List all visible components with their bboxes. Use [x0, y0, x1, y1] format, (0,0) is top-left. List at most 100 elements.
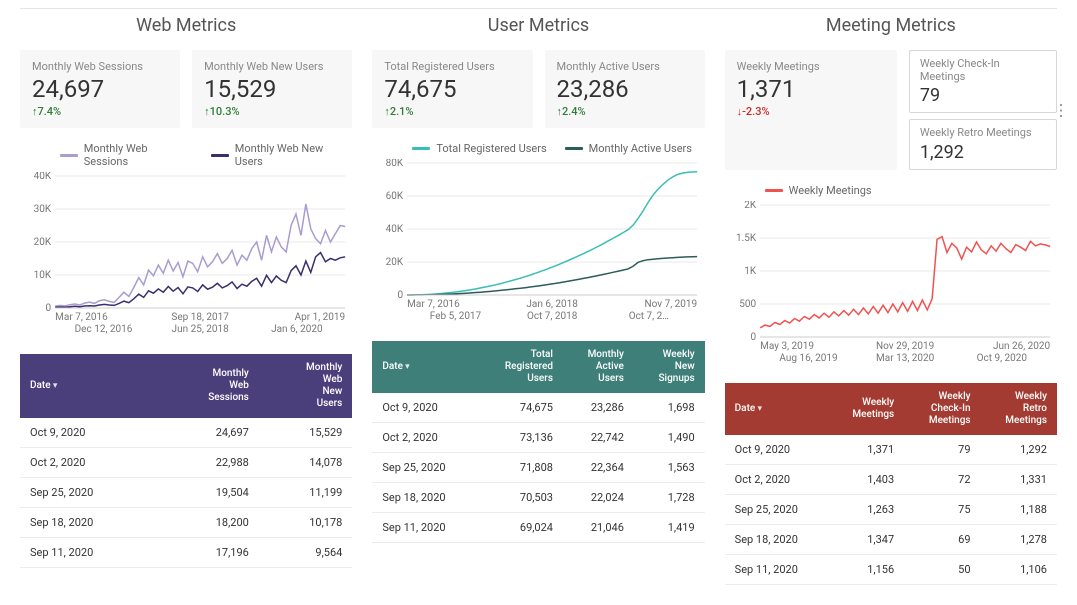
- table-cell: 23,286: [563, 393, 634, 423]
- table-header[interactable]: WeeklyMeetings: [828, 383, 904, 435]
- table-row[interactable]: Oct 9, 202024,69715,529: [20, 418, 352, 448]
- table-cell: 79: [904, 435, 980, 465]
- meeting-chart[interactable]: 05001K1.5K2KMay 3, 2019Nov 29, 2019Jun 2…: [725, 201, 1057, 371]
- meeting-legend: Weekly Meetings: [725, 184, 1057, 197]
- kpi-web-new-users[interactable]: Monthly Web New Users 15,529 10.3%: [192, 50, 352, 128]
- table-cell: 1,188: [981, 494, 1057, 524]
- svg-text:2K: 2K: [744, 201, 757, 211]
- table-cell: 1,728: [634, 483, 705, 513]
- kpi-delta: -2.3%: [737, 105, 885, 118]
- table-cell: Sep 11, 2020: [20, 538, 158, 568]
- kpi-value: 1,371: [737, 75, 885, 103]
- web-table[interactable]: DateMonthlyWebSessionsMonthlyWebNewUsers…: [20, 354, 352, 568]
- more-icon[interactable]: ⋮: [1053, 100, 1069, 119]
- table-row[interactable]: Oct 2, 202073,13622,7421,490: [372, 423, 704, 453]
- web-title: Web Metrics: [20, 15, 352, 36]
- table-header[interactable]: TotalRegisteredUsers: [477, 341, 563, 393]
- legend-label: Total Registered Users: [436, 142, 546, 155]
- svg-text:Mar 7, 2016: Mar 7, 2016: [55, 312, 108, 323]
- svg-text:1.5K: 1.5K: [736, 233, 757, 244]
- meeting-table[interactable]: DateWeeklyMeetingsWeeklyCheck-InMeetings…: [725, 383, 1057, 585]
- legend-label: Monthly Web Sessions: [84, 142, 193, 168]
- svg-text:May 3, 2019: May 3, 2019: [760, 341, 814, 352]
- kpi-weekly-meetings[interactable]: Weekly Meetings 1,371 -2.3%: [725, 50, 897, 170]
- table-header[interactable]: WeeklyRetroMeetings: [981, 383, 1057, 435]
- kpi-value: 24,697: [32, 75, 168, 103]
- table-cell: 1,331: [981, 464, 1057, 494]
- table-row[interactable]: Sep 11, 202069,02421,0461,419: [372, 513, 704, 543]
- user-metrics-column: User Metrics Total Registered Users 74,6…: [372, 15, 704, 585]
- table-cell: Sep 11, 2020: [725, 554, 828, 584]
- user-kpi-row: Total Registered Users 74,675 2.1% Month…: [372, 50, 704, 128]
- table-row[interactable]: Sep 25, 202071,80822,3641,563: [372, 453, 704, 483]
- table-cell: 24,697: [158, 418, 259, 448]
- table-row[interactable]: Oct 2, 202022,98814,078: [20, 448, 352, 478]
- svg-text:0: 0: [398, 290, 404, 301]
- table-row[interactable]: Sep 18, 20201,347691,278: [725, 524, 1057, 554]
- table-row[interactable]: Oct 2, 20201,403721,331: [725, 464, 1057, 494]
- kpi-checkin-meetings[interactable]: Weekly Check-In Meetings 79: [909, 50, 1057, 113]
- table-cell: 75: [904, 494, 980, 524]
- table-row[interactable]: Sep 11, 202017,1969,564: [20, 538, 352, 568]
- svg-text:20K: 20K: [386, 257, 404, 268]
- kpi-label: Monthly Active Users: [557, 60, 693, 73]
- table-cell: 69,024: [477, 513, 563, 543]
- table-cell: 22,024: [563, 483, 634, 513]
- svg-text:10K: 10K: [34, 270, 52, 281]
- table-row[interactable]: Sep 18, 202018,20010,178: [20, 508, 352, 538]
- table-header[interactable]: MonthlyActiveUsers: [563, 341, 634, 393]
- table-header[interactable]: MonthlyWebSessions: [158, 354, 259, 418]
- table-header[interactable]: Date: [20, 354, 158, 418]
- table-row[interactable]: Sep 11, 20201,156501,106: [725, 554, 1057, 584]
- web-chart[interactable]: 010K20K30K40KMar 7, 2016Sep 18, 2017Apr …: [20, 172, 352, 342]
- kpi-retro-meetings[interactable]: Weekly Retro Meetings 1,292: [909, 119, 1057, 169]
- legend-item[interactable]: Weekly Meetings: [765, 184, 872, 197]
- user-table[interactable]: DateTotalRegisteredUsersMonthlyActiveUse…: [372, 341, 704, 543]
- svg-text:Jan 6, 2018: Jan 6, 2018: [527, 299, 579, 310]
- kpi-label: Weekly Retro Meetings: [920, 126, 1046, 139]
- table-header[interactable]: MonthlyWebNewUsers: [259, 354, 353, 418]
- table-row[interactable]: Oct 9, 202074,67523,2861,698: [372, 393, 704, 423]
- table-row[interactable]: Oct 9, 20201,371791,292: [725, 435, 1057, 465]
- table-cell: Oct 2, 2020: [725, 464, 828, 494]
- table-row[interactable]: Sep 18, 202070,50322,0241,728: [372, 483, 704, 513]
- kpi-value: 1,292: [920, 142, 1046, 163]
- table-header[interactable]: Date: [725, 383, 828, 435]
- table-cell: 1,419: [634, 513, 705, 543]
- legend-item[interactable]: Total Registered Users: [412, 142, 546, 155]
- legend-item[interactable]: Monthly Active Users: [565, 142, 692, 155]
- svg-text:Nov 29, 2019: Nov 29, 2019: [876, 341, 934, 352]
- legend-item[interactable]: Monthly Web New Users: [211, 142, 352, 168]
- table-cell: 73,136: [477, 423, 563, 453]
- kpi-value: 23,286: [557, 75, 693, 103]
- table-cell: 19,504: [158, 478, 259, 508]
- legend-item[interactable]: Monthly Web Sessions: [60, 142, 193, 168]
- kpi-delta: 2.4%: [557, 105, 693, 118]
- table-header[interactable]: WeeklyNewSignups: [634, 341, 705, 393]
- user-chart[interactable]: 020K40K60K80KMar 7, 2016Jan 6, 2018Nov 7…: [372, 159, 704, 329]
- dashboard: Web Metrics Monthly Web Sessions 24,697 …: [20, 8, 1057, 585]
- kpi-monthly-active[interactable]: Monthly Active Users 23,286 2.4%: [545, 50, 705, 128]
- table-cell: Sep 25, 2020: [725, 494, 828, 524]
- kpi-web-sessions[interactable]: Monthly Web Sessions 24,697 7.4%: [20, 50, 180, 128]
- svg-text:Mar 7, 2016: Mar 7, 2016: [407, 299, 460, 310]
- web-metrics-column: Web Metrics Monthly Web Sessions 24,697 …: [20, 15, 352, 585]
- kpi-label: Monthly Web Sessions: [32, 60, 168, 73]
- table-cell: Sep 25, 2020: [372, 453, 477, 483]
- svg-text:Feb 5, 2017: Feb 5, 2017: [430, 311, 482, 322]
- table-header[interactable]: Date: [372, 341, 477, 393]
- svg-text:0: 0: [46, 303, 52, 314]
- table-cell: Oct 2, 2020: [372, 423, 477, 453]
- svg-text:Jun 25, 2018: Jun 25, 2018: [172, 324, 230, 335]
- table-cell: 15,529: [259, 418, 353, 448]
- table-cell: Sep 11, 2020: [372, 513, 477, 543]
- table-cell: 1,347: [828, 524, 904, 554]
- svg-text:Oct 7, 2…: Oct 7, 2…: [629, 311, 669, 322]
- table-header[interactable]: WeeklyCheck-InMeetings: [904, 383, 980, 435]
- table-row[interactable]: Sep 25, 202019,50411,199: [20, 478, 352, 508]
- legend-swatch: [412, 147, 430, 150]
- svg-text:40K: 40K: [386, 224, 404, 235]
- kpi-total-registered[interactable]: Total Registered Users 74,675 2.1%: [372, 50, 532, 128]
- table-row[interactable]: Sep 25, 20201,263751,188: [725, 494, 1057, 524]
- table-cell: 22,742: [563, 423, 634, 453]
